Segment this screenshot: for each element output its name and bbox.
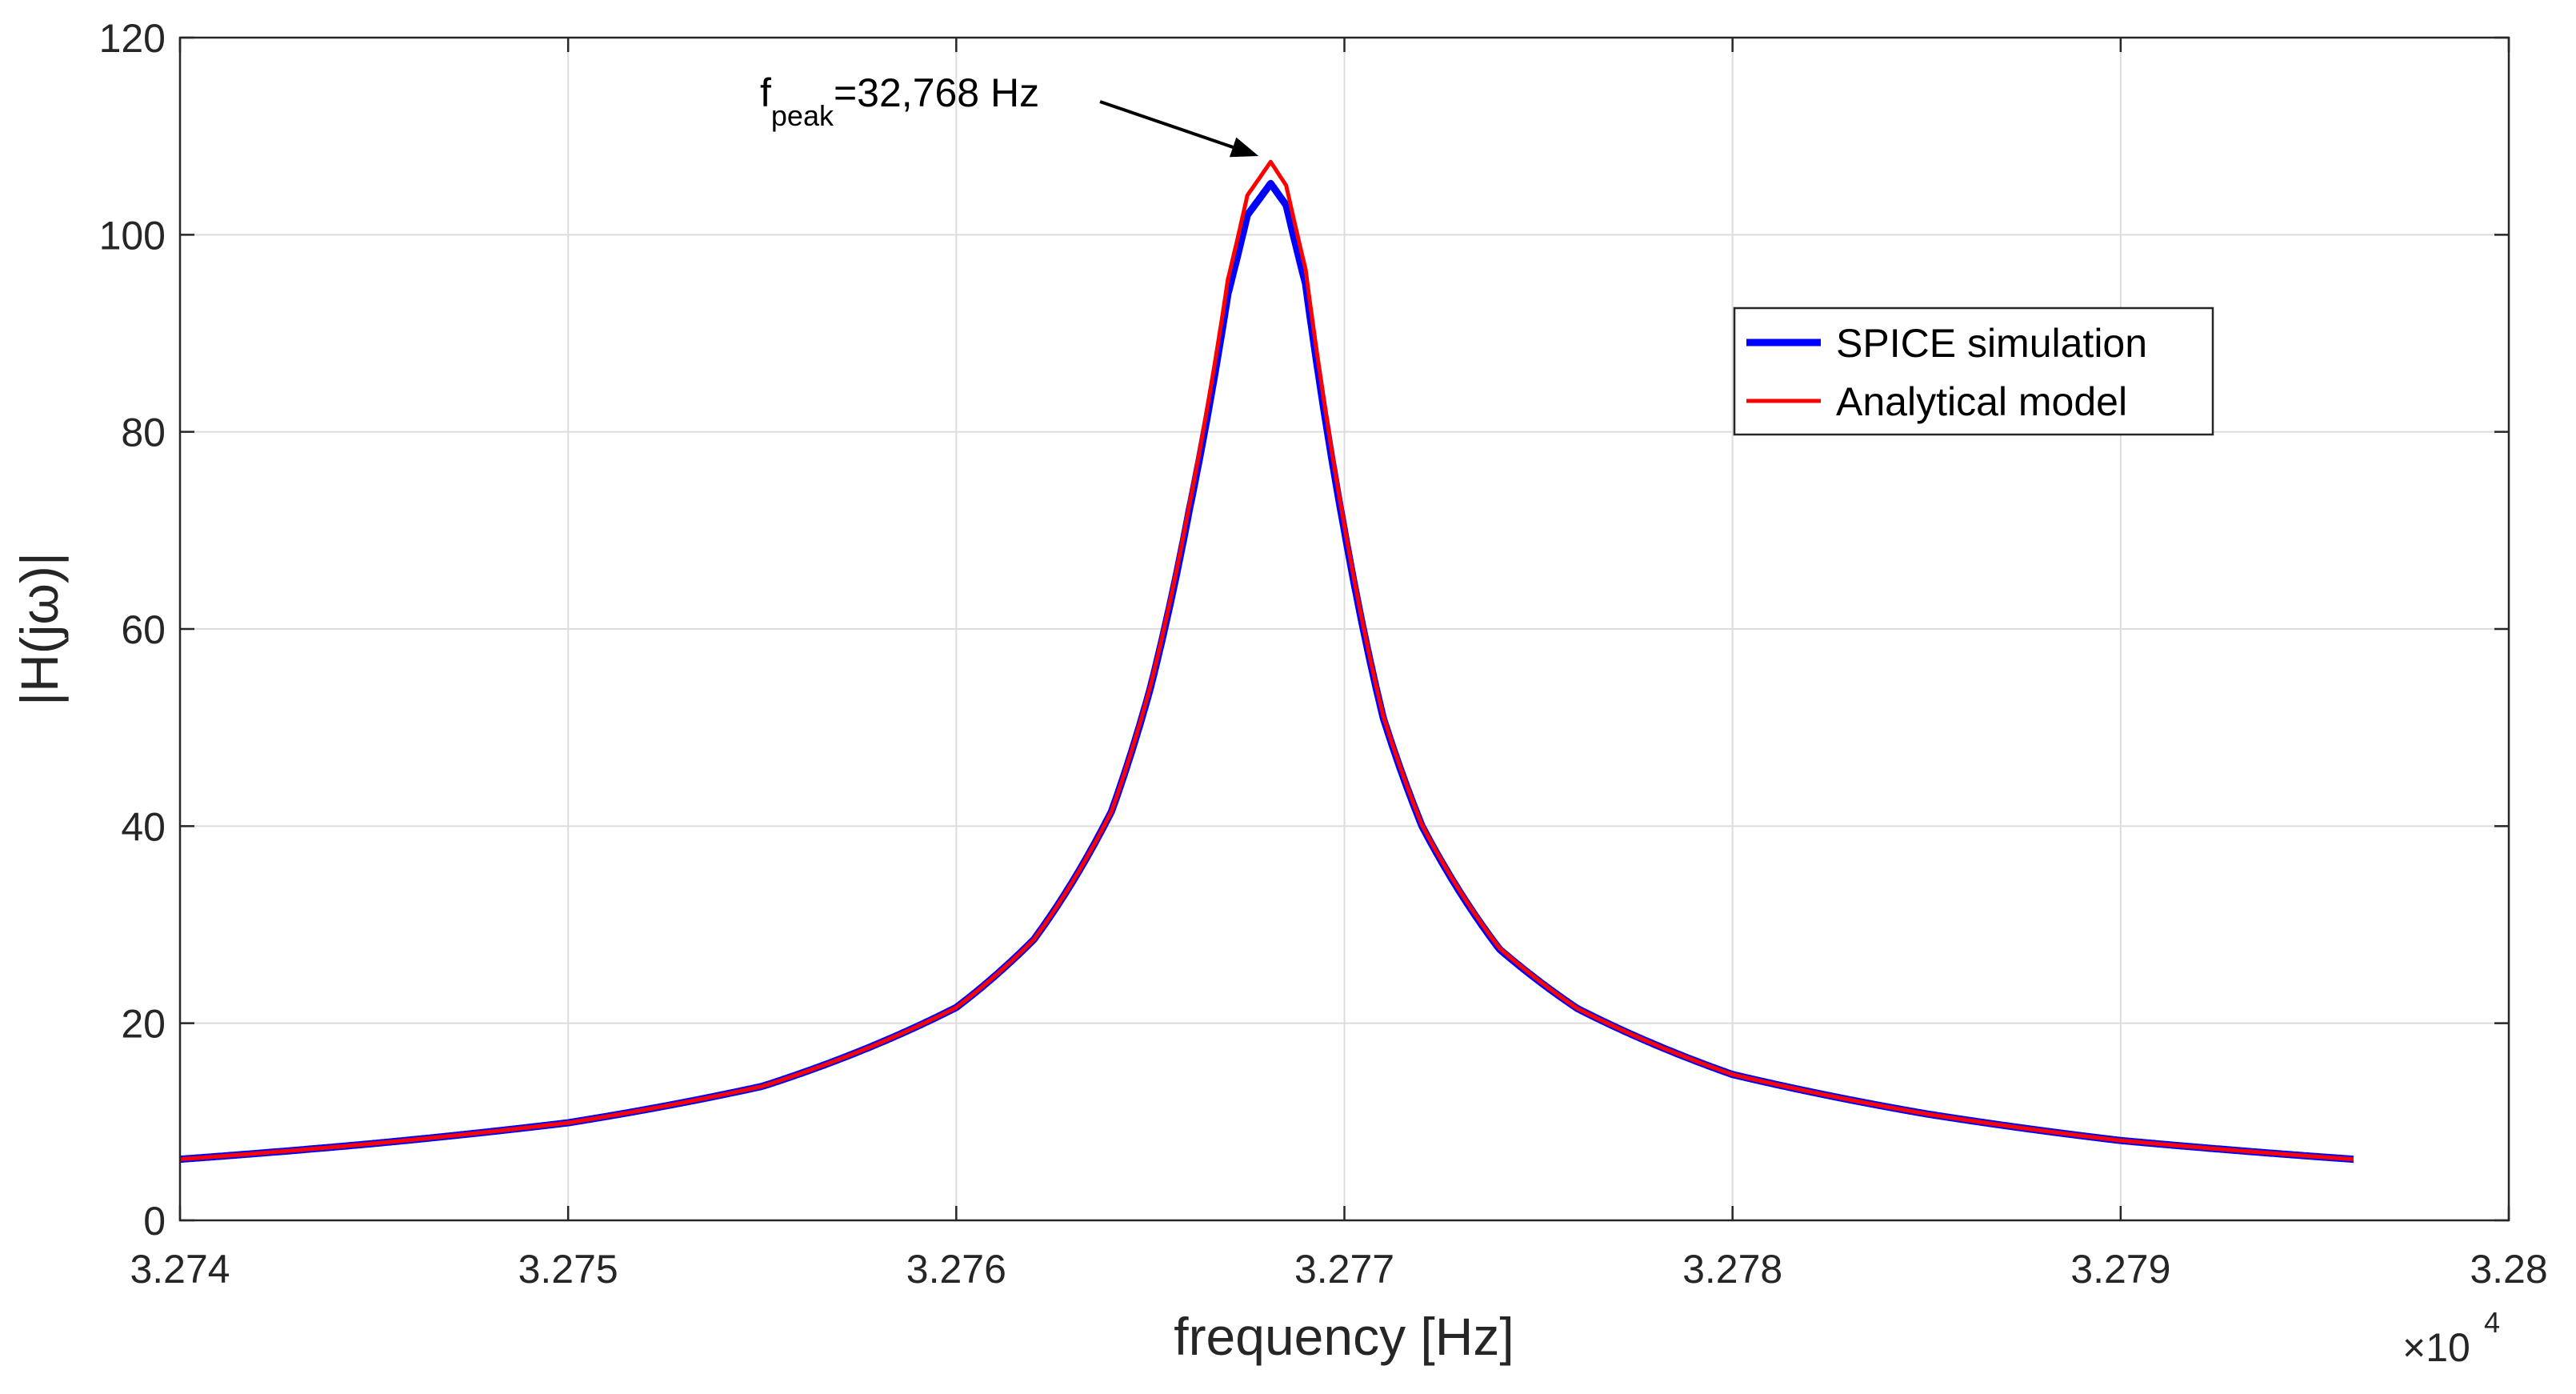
annotation-arrow-head bbox=[1229, 137, 1259, 158]
series-analytical-model bbox=[178, 159, 2355, 1162]
legend-label-spice: SPICE simulation bbox=[1836, 321, 2147, 366]
series-layer bbox=[177, 159, 2357, 1164]
annotation-subscript: peak bbox=[771, 99, 834, 132]
legend-label-analytical: Analytical model bbox=[1836, 379, 2127, 424]
x-exponent-power: 4 bbox=[2484, 1306, 2500, 1339]
legend: SPICE simulation Analytical model bbox=[1733, 306, 2214, 436]
y-tick-label: 100 bbox=[99, 213, 166, 258]
x-axis-label: frequency [Hz] bbox=[1174, 1307, 1514, 1366]
y-tick-label: 120 bbox=[99, 16, 166, 61]
y-tick-label: 60 bbox=[121, 607, 166, 652]
annotation-arrow-line bbox=[1099, 100, 1234, 149]
ticks: 3.274 3.275 3.276 3.277 3.278 3.279 3.28 0 20 40 6… bbox=[99, 16, 2548, 1292]
x-tick-label: 3.274 bbox=[130, 1247, 230, 1292]
x-tick-label: 3.279 bbox=[2070, 1247, 2170, 1292]
x-tick-label: 3.278 bbox=[1682, 1247, 1782, 1292]
y-axis-label: |H(jω)| bbox=[10, 552, 69, 706]
x-exponent-base: ×10 bbox=[2402, 1325, 2470, 1370]
y-tick-label: 0 bbox=[143, 1199, 166, 1244]
annotation-text: fpeak=32,768 Hz bbox=[760, 70, 1039, 132]
y-tick-label: 20 bbox=[121, 1002, 166, 1047]
x-tick-label: 3.275 bbox=[518, 1247, 618, 1292]
legend-box bbox=[1733, 306, 2214, 436]
x-tick-label: 3.276 bbox=[906, 1247, 1006, 1292]
x-tick-label: 3.28 bbox=[2470, 1247, 2547, 1292]
annotation-prefix: f bbox=[760, 70, 771, 115]
x-tick-label: 3.277 bbox=[1294, 1247, 1394, 1292]
y-tick-label: 80 bbox=[121, 411, 166, 455]
x-exponent: ×10 4 bbox=[2402, 1306, 2500, 1370]
peak-annotation: fpeak=32,768 Hz bbox=[760, 70, 1259, 158]
annotation-value: =32,768 Hz bbox=[834, 70, 1039, 115]
y-tick-label: 40 bbox=[121, 804, 166, 849]
